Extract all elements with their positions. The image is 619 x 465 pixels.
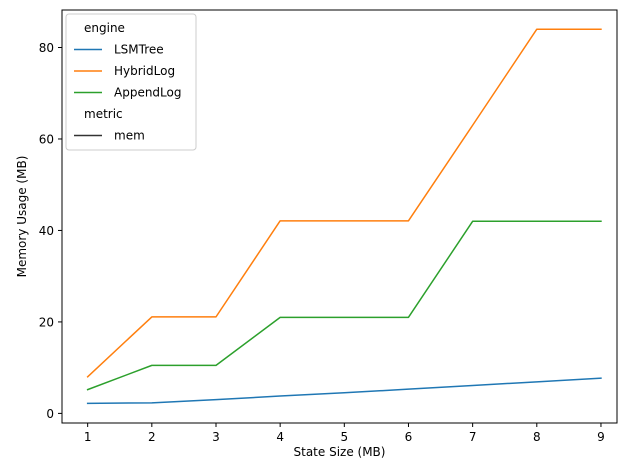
plot-frame [61, 9, 618, 424]
series-line-appendlog [86, 220, 602, 391]
y-axis-label: Memory Usage (MB) [15, 156, 29, 278]
y-tick-label: 20 [39, 315, 54, 329]
legend-section-title: engine [84, 21, 125, 35]
x-tick-label: 9 [597, 430, 605, 444]
x-tick-label: 3 [212, 430, 220, 444]
legend-box [65, 13, 197, 151]
y-axis-ticks: 0 20 40 60 80 [39, 41, 62, 421]
x-tick-label: 7 [469, 430, 477, 444]
legend-label-mem: mem [114, 129, 145, 143]
x-axis-label: State Size (MB) [294, 445, 386, 459]
series-layer [86, 28, 602, 405]
x-tick-label: 1 [84, 430, 92, 444]
x-tick-label: 4 [276, 430, 284, 444]
y-tick-label: 80 [39, 41, 54, 55]
legend-section-title: metric [84, 107, 123, 121]
axes-layer [61, 9, 618, 424]
y-tick-label: 40 [39, 224, 54, 238]
y-tick-label: 0 [46, 407, 54, 421]
series-line-hybridlog [86, 28, 602, 378]
x-tick-label: 5 [340, 430, 348, 444]
x-tick-label: 2 [148, 430, 156, 444]
x-axis-ticks: 1 2 3 4 5 6 7 8 9 [84, 423, 605, 444]
x-tick-label: 6 [405, 430, 413, 444]
y-tick-label: 60 [39, 132, 54, 146]
series-line-lsmtree [86, 377, 602, 405]
legend-label-appendlog: AppendLog [114, 86, 181, 100]
legend-label-hybridlog: HybridLog [114, 64, 175, 78]
legend-label-lsmtree: LSMTree [114, 43, 164, 57]
x-tick-label: 8 [533, 430, 541, 444]
legend: engine LSMTree HybridLog AppendLog metric mem [65, 13, 197, 151]
